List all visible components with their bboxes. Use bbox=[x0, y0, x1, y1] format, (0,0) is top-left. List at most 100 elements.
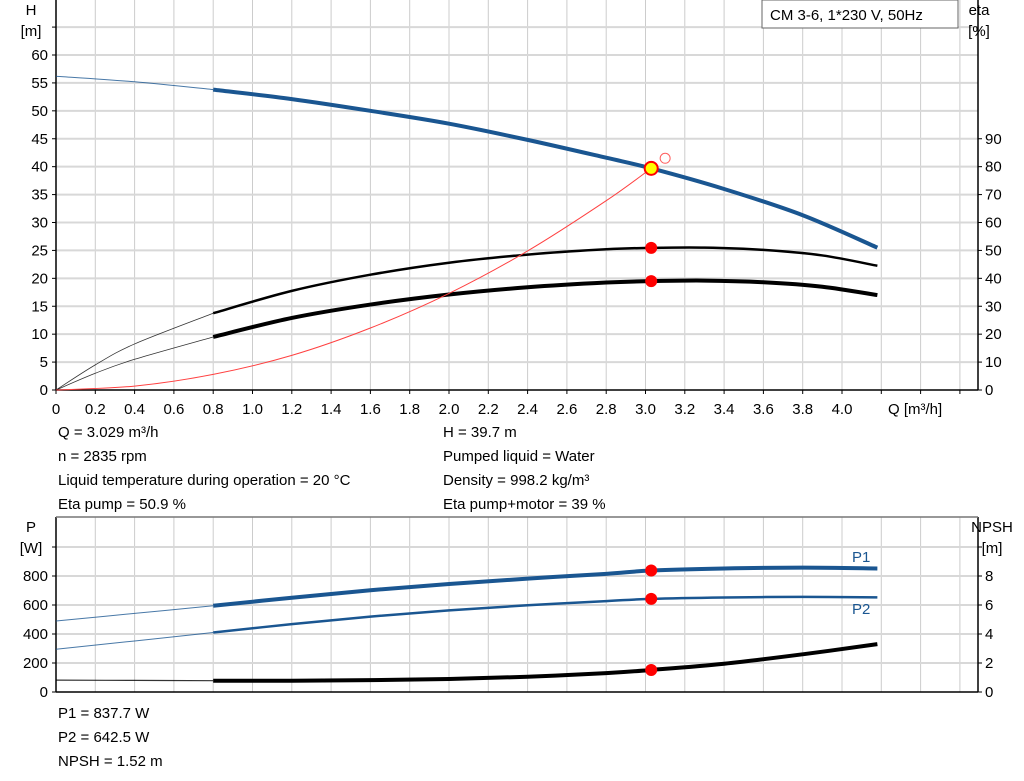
y2-tick-label: 60 bbox=[985, 215, 1002, 232]
y-axis-unit: [W] bbox=[20, 540, 43, 557]
npsh-readout: NPSH = 1.52 m bbox=[58, 753, 163, 770]
y2-tick-label: 10 bbox=[985, 354, 1002, 371]
y-axis-title: P bbox=[26, 519, 36, 536]
curve-eta_total bbox=[212, 278, 878, 339]
top-chart-grid bbox=[52, 0, 982, 391]
y-axis-unit: [m] bbox=[21, 23, 42, 40]
axis-labels: 0510152025303540455055600102030405060708… bbox=[20, 2, 1013, 701]
x-tick-label: 2.0 bbox=[439, 401, 460, 418]
pumped-liquid-readout: Pumped liquid = Water bbox=[443, 448, 595, 465]
x-tick-label: 3.6 bbox=[753, 401, 774, 418]
y2-axis-unit: [m] bbox=[982, 540, 1003, 557]
y2-tick-label: 30 bbox=[985, 298, 1002, 315]
y2-tick-label: 40 bbox=[985, 270, 1002, 287]
head-readout: H = 39.7 m bbox=[443, 424, 517, 441]
curves bbox=[55, 75, 879, 683]
y-tick-label: 50 bbox=[31, 103, 48, 120]
curve-head-extrapolated bbox=[55, 75, 214, 91]
y-tick-label: 45 bbox=[31, 131, 48, 148]
y-tick-label: 15 bbox=[31, 298, 48, 315]
speed-readout: n = 2835 rpm bbox=[58, 448, 147, 465]
curve-system bbox=[55, 167, 652, 391]
legend-box: CM 3-6, 1*230 V, 50Hz bbox=[761, 0, 959, 29]
y-tick-label: 200 bbox=[23, 655, 48, 672]
y-tick-label: 600 bbox=[23, 597, 48, 614]
x-axis-title: Q [m³/h] bbox=[888, 401, 942, 418]
y2-axis-title: eta bbox=[969, 2, 991, 19]
x-tick-label: 1.2 bbox=[281, 401, 302, 418]
x-tick-label: 4.0 bbox=[832, 401, 853, 418]
y-tick-label: 60 bbox=[31, 47, 48, 64]
eta-total-readout: Eta pump+motor = 39 % bbox=[443, 496, 606, 513]
curve-eta_pump bbox=[212, 246, 878, 315]
y-tick-label: 0 bbox=[40, 382, 48, 399]
y2-axis-title: NPSH bbox=[971, 519, 1013, 536]
duty-point-head bbox=[643, 160, 659, 176]
x-tick-label: 0 bbox=[52, 401, 60, 418]
density-readout: Density = 998.2 kg/m³ bbox=[443, 472, 590, 489]
x-tick-label: 3.4 bbox=[714, 401, 735, 418]
y-axis-title: H bbox=[26, 2, 37, 19]
open-marker bbox=[659, 152, 671, 164]
y2-tick-label: 80 bbox=[985, 159, 1002, 176]
y2-tick-label: 50 bbox=[985, 242, 1002, 259]
duty-point-p2 bbox=[645, 592, 658, 605]
info-top-right: H = 39.7 m Pumped liquid = Water Density… bbox=[443, 421, 606, 517]
y-tick-label: 0 bbox=[40, 684, 48, 701]
x-tick-label: 0.2 bbox=[85, 401, 106, 418]
x-tick-label: 2.8 bbox=[596, 401, 617, 418]
series-label-p1: P1 bbox=[852, 549, 870, 566]
duty-point-eta-total bbox=[645, 275, 658, 288]
x-tick-label: 0.6 bbox=[163, 401, 184, 418]
info-top-left: Q = 3.029 m³/h n = 2835 rpm Liquid tempe… bbox=[58, 421, 350, 517]
curve-eta_pump-extrapolated bbox=[55, 312, 214, 391]
bottom-chart-grid bbox=[52, 516, 982, 693]
x-tick-label: 1.6 bbox=[360, 401, 381, 418]
y-tick-label: 40 bbox=[31, 159, 48, 176]
curve-head bbox=[212, 87, 879, 250]
p1-readout: P1 = 837.7 W bbox=[58, 705, 150, 722]
curve-npsh-extrapolated bbox=[55, 679, 214, 682]
x-tick-label: 1.4 bbox=[321, 401, 342, 418]
y-tick-label: 400 bbox=[23, 626, 48, 643]
y2-tick-label: 8 bbox=[985, 568, 993, 585]
curve-eta_total-extrapolated bbox=[55, 336, 214, 391]
series-label-p2: P2 bbox=[852, 601, 870, 618]
y2-tick-label: 70 bbox=[985, 187, 1002, 204]
x-tick-label: 0.8 bbox=[203, 401, 224, 418]
y-tick-label: 5 bbox=[40, 354, 48, 371]
duty-point-p1 bbox=[645, 564, 658, 577]
x-tick-label: 0.4 bbox=[124, 401, 145, 418]
x-tick-label: 2.4 bbox=[517, 401, 538, 418]
curve-p1 bbox=[212, 565, 878, 608]
y-tick-label: 30 bbox=[31, 215, 48, 232]
duty-point-eta-pump bbox=[645, 241, 658, 254]
x-tick-label: 3.2 bbox=[674, 401, 695, 418]
y2-tick-label: 90 bbox=[985, 131, 1002, 148]
y2-tick-label: 20 bbox=[985, 326, 1002, 343]
y2-tick-label: 6 bbox=[985, 597, 993, 614]
x-tick-label: 1.0 bbox=[242, 401, 263, 418]
y-tick-label: 55 bbox=[31, 75, 48, 92]
y2-tick-label: 0 bbox=[985, 684, 993, 701]
y2-axis-unit: [%] bbox=[968, 23, 990, 40]
legend-box-text: CM 3-6, 1*230 V, 50Hz bbox=[770, 7, 923, 24]
curve-p2 bbox=[213, 595, 878, 634]
p2-readout: P2 = 642.5 W bbox=[58, 729, 150, 746]
y-tick-label: 20 bbox=[31, 270, 48, 287]
flow-readout: Q = 3.029 m³/h bbox=[58, 424, 159, 441]
info-bottom: P1 = 837.7 W P2 = 642.5 W NPSH = 1.52 m bbox=[58, 702, 163, 774]
y2-tick-label: 0 bbox=[985, 382, 993, 399]
x-tick-label: 3.0 bbox=[635, 401, 656, 418]
x-tick-label: 3.8 bbox=[792, 401, 813, 418]
eta-pump-readout: Eta pump = 50.9 % bbox=[58, 496, 186, 513]
y2-tick-label: 2 bbox=[985, 655, 993, 672]
liquid-temperature-readout: Liquid temperature during operation = 20… bbox=[58, 472, 351, 489]
y2-tick-label: 4 bbox=[985, 626, 993, 643]
x-tick-label: 2.6 bbox=[556, 401, 577, 418]
curve-npsh bbox=[213, 642, 878, 683]
x-tick-label: 1.8 bbox=[399, 401, 420, 418]
y-tick-label: 800 bbox=[23, 568, 48, 585]
x-tick-label: 2.2 bbox=[478, 401, 499, 418]
